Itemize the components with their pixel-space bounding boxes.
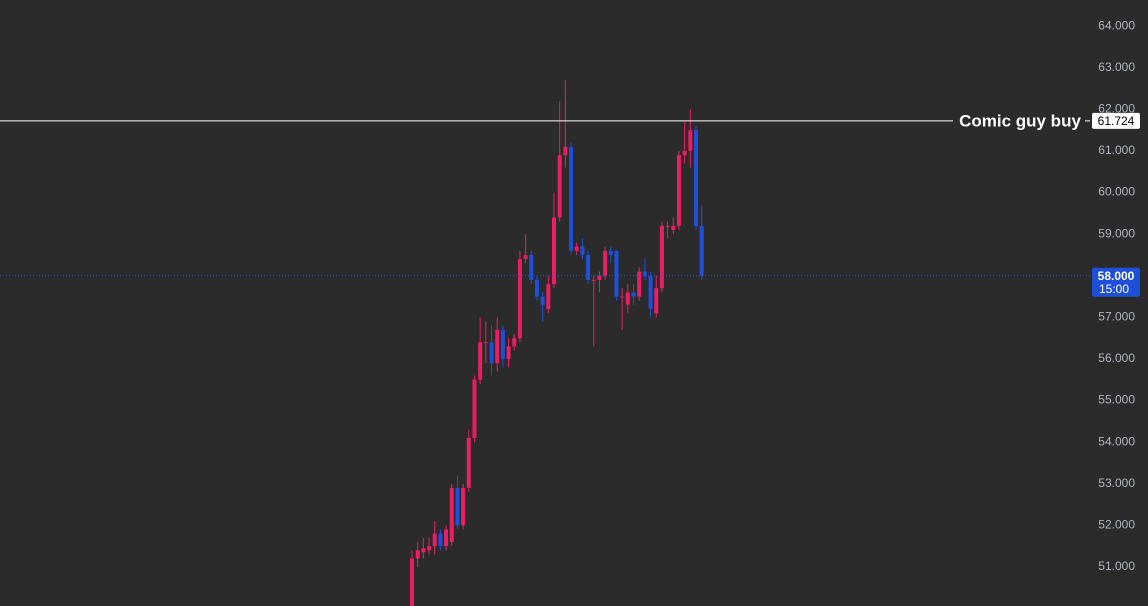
candle-body xyxy=(682,150,687,156)
y-tick-label: 64.000 xyxy=(1098,18,1135,32)
candle-body xyxy=(478,342,483,380)
annotation-value-box xyxy=(1092,112,1140,129)
candle-body xyxy=(659,225,664,289)
last-price-label: 58.000 xyxy=(1098,269,1135,283)
candle-body xyxy=(631,292,636,297)
candle-body xyxy=(648,275,653,310)
candle-body xyxy=(546,284,551,310)
y-tick-label: 55.000 xyxy=(1098,393,1135,407)
candle-body xyxy=(597,275,602,280)
candle-body xyxy=(642,271,647,276)
candle-body xyxy=(512,338,517,347)
candle-body xyxy=(415,550,420,559)
last-price-box xyxy=(1092,267,1140,297)
candle-body xyxy=(444,529,449,547)
candle-body xyxy=(455,487,460,526)
candle-body xyxy=(483,342,488,344)
y-tick-label: 63.000 xyxy=(1098,60,1135,74)
candle-body xyxy=(472,379,477,438)
candle-body xyxy=(500,329,505,359)
y-tick-label: 56.000 xyxy=(1098,351,1135,365)
annotation-label-bg xyxy=(953,109,1085,132)
candle-body xyxy=(688,130,693,151)
annotation-value-label: 61.724 xyxy=(1098,114,1135,128)
candle-body xyxy=(603,250,608,276)
annotation-label: Comic guy buy xyxy=(959,111,1081,130)
y-tick-label: 59.000 xyxy=(1098,226,1135,240)
y-tick-label: 54.000 xyxy=(1098,434,1135,448)
candle-body xyxy=(637,271,642,297)
candle-body xyxy=(489,342,494,364)
candle-body xyxy=(466,437,471,488)
candle-body xyxy=(676,155,681,226)
candle-body xyxy=(432,533,437,547)
candle-body xyxy=(557,155,562,218)
candle-body xyxy=(614,250,619,297)
candle-body xyxy=(529,254,534,280)
candle-body xyxy=(534,279,539,297)
y-tick-label: 60.000 xyxy=(1098,185,1135,199)
candle-body xyxy=(552,217,556,285)
candle-body xyxy=(699,225,704,276)
candle-body xyxy=(580,246,585,255)
y-tick-label: 51.000 xyxy=(1098,559,1135,573)
candle-body xyxy=(563,146,568,156)
candle-body xyxy=(694,130,698,226)
candle-body xyxy=(591,279,596,281)
candle-body xyxy=(506,346,511,359)
y-tick-label: 61.000 xyxy=(1098,143,1135,157)
candle-body xyxy=(438,533,443,547)
countdown-label: 15:00 xyxy=(1099,282,1129,296)
candle-body xyxy=(449,487,454,542)
candle-body xyxy=(625,292,630,305)
candle-body xyxy=(671,225,676,231)
candle-body xyxy=(495,329,500,364)
candle-body xyxy=(654,288,659,314)
candle-body xyxy=(540,296,545,305)
candle-body xyxy=(620,296,625,298)
candle-body xyxy=(569,146,574,251)
candle-body xyxy=(523,254,528,260)
candle-body xyxy=(427,546,432,551)
candle-body xyxy=(574,246,579,251)
y-tick-label: 52.000 xyxy=(1098,517,1135,531)
candle-body xyxy=(586,254,591,280)
candle-body xyxy=(461,487,466,526)
candle-body xyxy=(517,259,522,339)
candle-body xyxy=(608,250,613,255)
candle-body xyxy=(421,548,426,553)
y-tick-label: 62.000 xyxy=(1098,102,1135,116)
y-tick-label: 57.000 xyxy=(1098,310,1135,324)
candle-body xyxy=(410,558,414,606)
y-tick-label: 53.000 xyxy=(1098,476,1135,490)
candle-body xyxy=(665,225,670,227)
